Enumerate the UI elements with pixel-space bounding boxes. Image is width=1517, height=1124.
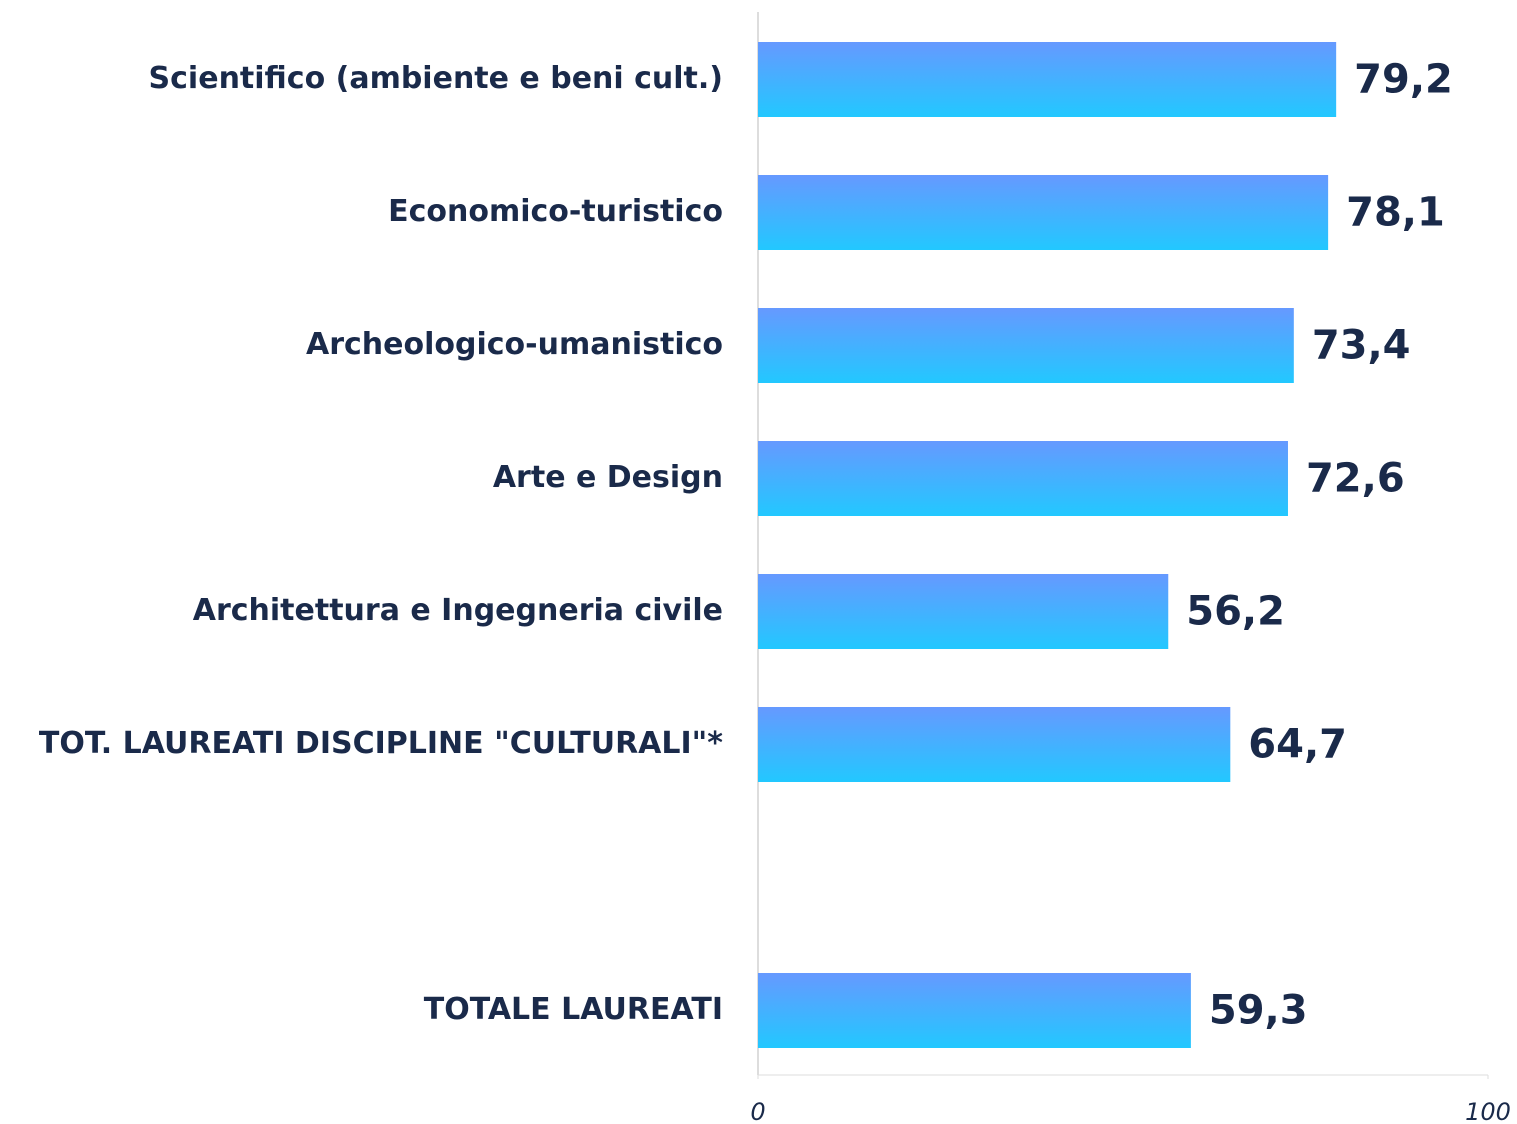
category-label: Scientifico (ambiente e beni cult.) xyxy=(149,61,723,96)
bar xyxy=(758,973,1191,1048)
value-label: 59,3 xyxy=(1209,988,1308,1034)
x-tick-label: 0 xyxy=(750,1098,765,1124)
x-tick-label: 100 xyxy=(1465,1098,1511,1124)
category-label: Arte e Design xyxy=(493,460,723,495)
category-label: Architettura e Ingegneria civile xyxy=(193,593,723,628)
category-label: TOTALE LAUREATI xyxy=(424,992,723,1027)
bar xyxy=(758,42,1337,117)
bar xyxy=(758,441,1288,516)
category-label: TOT. LAUREATI DISCIPLINE "CULTURALI"* xyxy=(39,726,723,761)
bar xyxy=(758,707,1231,782)
category-label: Archeologico-umanistico xyxy=(306,327,723,362)
bar xyxy=(758,574,1169,649)
value-label: 79,2 xyxy=(1354,57,1453,103)
category-label: Economico-turistico xyxy=(388,194,723,229)
value-label: 56,2 xyxy=(1186,589,1285,635)
value-label: 64,7 xyxy=(1248,722,1347,768)
bar xyxy=(758,175,1329,250)
value-label: 72,6 xyxy=(1306,456,1405,502)
value-label: 78,1 xyxy=(1346,190,1445,236)
bar xyxy=(758,308,1294,383)
value-label: 73,4 xyxy=(1312,323,1411,369)
